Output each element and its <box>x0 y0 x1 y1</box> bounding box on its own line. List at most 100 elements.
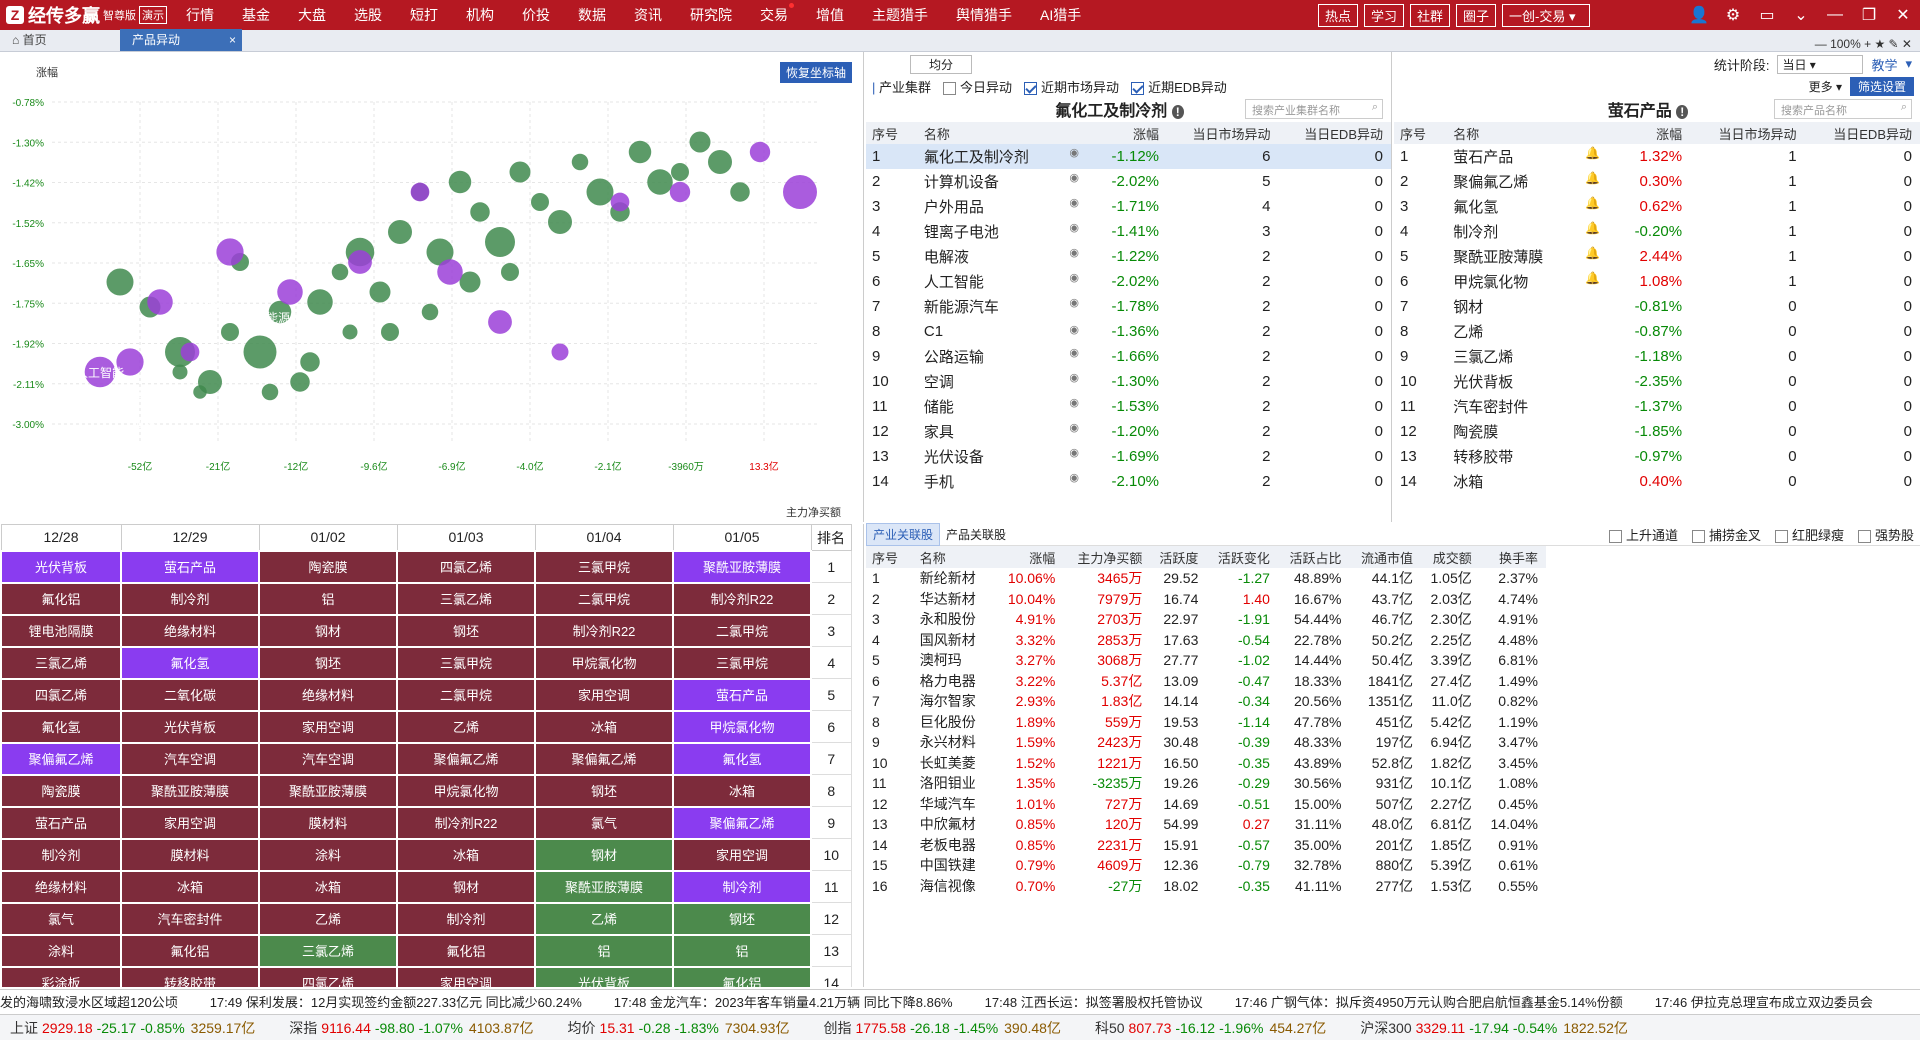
rank-cell[interactable]: 钢坯 <box>672 901 812 936</box>
column-header[interactable]: 名称 <box>1447 122 1617 144</box>
rank-cell[interactable]: 三氯甲烷 <box>534 549 674 584</box>
app-logo[interactable]: Z 经传多赢 智尊版 演示 <box>0 0 172 30</box>
filter-settings-button[interactable]: 筛选设置 <box>1849 76 1914 96</box>
column-header[interactable]: 涨幅 <box>997 546 1064 568</box>
stock-option-0[interactable]: 上升通道 <box>1608 525 1678 544</box>
gear-icon[interactable]: ⚙ <box>1725 7 1741 24</box>
menu-item-5[interactable]: 机构 <box>466 7 494 23</box>
menu-item-7[interactable]: 数据 <box>578 7 606 23</box>
eye-icon[interactable]: ◉ <box>1069 272 1080 284</box>
eye-icon[interactable]: ◉ <box>1069 247 1080 259</box>
menu-item-8[interactable]: 资讯 <box>634 7 662 23</box>
bubble-point[interactable] <box>381 323 399 341</box>
bubble-point[interactable] <box>586 178 614 206</box>
tab-product-stocks[interactable]: 产品关联股 <box>946 528 1007 542</box>
table-row[interactable]: 5 聚酰亚胺薄膜 🔔 2.44% 1 0 <box>1394 244 1920 269</box>
rank-cell[interactable]: 家用空调 <box>258 709 398 744</box>
table-row[interactable]: 7 海尔智家 2.93% 1.83亿 14.14 -0.34 20.56% 1351亿 11.0… <box>866 691 1546 712</box>
bubble-point[interactable] <box>290 372 310 392</box>
menu-item-4[interactable]: 短打 <box>410 7 438 23</box>
rank-cell[interactable]: 氯气 <box>0 901 122 936</box>
info-icon[interactable]: ! <box>1676 105 1689 119</box>
bubble-point[interactable] <box>410 182 430 202</box>
bubble-point[interactable] <box>421 303 439 321</box>
column-header[interactable]: 活跃变化 <box>1206 546 1278 568</box>
column-header[interactable]: 当日市场异动 <box>1690 122 1805 144</box>
rank-cell[interactable]: 铝 <box>258 581 398 616</box>
bubble-point[interactable] <box>671 163 689 181</box>
menu-item-11[interactable]: 增值 <box>816 7 844 23</box>
bubble-point[interactable] <box>388 220 412 244</box>
rank-cell[interactable]: 聚酰亚胺薄膜 <box>258 773 398 808</box>
top-button-3[interactable]: 圈子 <box>1455 4 1496 27</box>
table-row[interactable]: 2 华达新材 10.04% 7979万 16.74 1.40 16.67% 43.7亿 2.03… <box>866 589 1546 610</box>
ticker-item[interactable]: 17:48 金龙汽车：2023年客车销量4.21万辆 同比下降8.86% <box>613 995 953 1010</box>
news-ticker[interactable]: 发的海啸致浸水区域超120公顷 17:49 保利发展：12月实现签约金额227.3… <box>0 989 1920 1013</box>
index-item[interactable]: 上证 2929.18 -25.17 -0.85% 3259.17亿 <box>0 1018 255 1038</box>
rank-cell[interactable]: 陶瓷膜 <box>258 549 398 584</box>
table-row[interactable]: 13 中欣氟材 0.85% 120万 54.99 0.27 31.11% 48.0亿 6.81亿… <box>866 814 1546 835</box>
rank-cell[interactable]: 乙烯 <box>396 709 536 744</box>
rank-cell[interactable]: 四氯乙烯 <box>258 965 398 987</box>
table-row[interactable]: 13 转移胶带 -0.97% 0 0 <box>1394 444 1920 469</box>
bubble-point[interactable] <box>221 323 239 341</box>
rank-cell[interactable]: 锂电池隔膜 <box>0 613 122 648</box>
rank-cell[interactable]: 三氯乙烯 <box>396 581 536 616</box>
table-row[interactable]: 2 聚偏氟乙烯 🔔 0.30% 1 0 <box>1394 169 1920 194</box>
menu-item-9[interactable]: 研究院 <box>690 7 732 23</box>
rank-cell[interactable]: 聚偏氟乙烯 <box>672 805 812 840</box>
table-row[interactable]: 6 格力电器 3.22% 5.37亿 13.09 -0.47 18.33% 1841亿 27.4… <box>866 671 1546 692</box>
option-checkbox[interactable] <box>1857 530 1871 544</box>
rank-cell[interactable]: 制冷剂R22 <box>396 805 536 840</box>
column-header[interactable]: 涨幅 <box>1095 122 1167 144</box>
product-search-input[interactable]: 搜索产品名称 ⌕ <box>1774 99 1912 119</box>
eye-icon[interactable]: ◉ <box>1069 197 1080 209</box>
top-button-2[interactable]: 社群 <box>1409 4 1450 27</box>
table-row[interactable]: 14 老板电器 0.85% 2231万 15.91 -0.57 35.00% 201亿 1.85… <box>866 835 1546 856</box>
info-icon[interactable]: ! <box>1171 105 1184 119</box>
eye-icon[interactable]: ◉ <box>1069 297 1080 309</box>
rank-cell[interactable]: 膜材料 <box>120 837 260 872</box>
table-row[interactable]: 5 电解液 ◉ -1.22% 2 0 <box>866 244 1391 269</box>
option-checkbox[interactable] <box>1608 530 1622 544</box>
table-row[interactable]: 6 甲烷氯化物 🔔 1.08% 1 0 <box>1394 269 1920 294</box>
alert-bell-icon[interactable]: 🔔 <box>1585 246 1601 260</box>
rank-cell[interactable]: 涂料 <box>0 933 122 968</box>
bubble-point[interactable] <box>369 281 391 303</box>
rank-cell[interactable]: 绝缘材料 <box>258 677 398 712</box>
table-row[interactable]: 3 永和股份 4.91% 2703万 22.97 -1.91 54.44% 46.7亿 2.30… <box>866 609 1546 630</box>
alert-bell-icon[interactable]: 🔔 <box>1585 196 1601 210</box>
bubble-point[interactable] <box>116 348 144 376</box>
table-row[interactable]: 10 空调 ◉ -1.30% 2 0 <box>866 369 1391 394</box>
rank-cell[interactable]: 聚酰亚胺薄膜 <box>534 869 674 904</box>
rank-cell[interactable]: 转移胶带 <box>120 965 260 987</box>
table-row[interactable]: 4 制冷剂 🔔 -0.20% 1 0 <box>1394 219 1920 244</box>
stage-select[interactable]: 当日 ▾ <box>1777 54 1864 74</box>
expand-icon[interactable]: ▾ <box>1905 56 1912 71</box>
rank-cell[interactable]: 制冷剂 <box>0 837 122 872</box>
rank-cell[interactable]: 三氯乙烯 <box>0 645 122 680</box>
rank-cell[interactable]: 家用空调 <box>672 837 812 872</box>
table-row[interactable]: 7 钢材 -0.81% 0 0 <box>1394 294 1920 319</box>
column-header[interactable]: 活跃度 <box>1150 546 1207 568</box>
menu-item-10[interactable]: 交易 <box>746 3 802 25</box>
bubble-point[interactable] <box>307 289 333 315</box>
tab-industry-stocks[interactable]: 产业关联股 <box>866 523 941 546</box>
rank-cell[interactable]: 陶瓷膜 <box>0 773 122 808</box>
rank-cell[interactable]: 制冷剂 <box>672 869 812 904</box>
table-row[interactable]: 8 乙烯 -0.87% 0 0 <box>1394 319 1920 344</box>
bubble-point[interactable] <box>783 175 817 209</box>
rank-cell[interactable]: 聚酰亚胺薄膜 <box>120 773 260 808</box>
index-item[interactable]: 均价 15.31 -0.28 -1.83% 7304.93亿 <box>558 1018 790 1038</box>
table-row[interactable]: 7 新能源汽车 ◉ -1.78% 2 0 <box>866 294 1391 319</box>
table-row[interactable]: 16 海信视像 0.70% -27万 18.02 -0.35 41.11% 277亿 1.53亿… <box>866 876 1546 897</box>
table-row[interactable]: 12 陶瓷膜 -1.85% 0 0 <box>1394 419 1920 444</box>
top-button-1[interactable]: 学习 <box>1363 4 1404 27</box>
rank-cell[interactable]: 氟化铝 <box>672 965 812 987</box>
table-row[interactable]: 12 家具 ◉ -1.20% 2 0 <box>866 419 1391 444</box>
avg-button[interactable]: 均分 <box>910 54 973 74</box>
bubble-point[interactable] <box>531 193 549 211</box>
cluster-filter-3[interactable]: 近期EDB异动 <box>1131 77 1227 96</box>
table-row[interactable]: 9 三氯乙烯 -1.18% 0 0 <box>1394 344 1920 369</box>
bubble-point[interactable] <box>448 170 472 194</box>
